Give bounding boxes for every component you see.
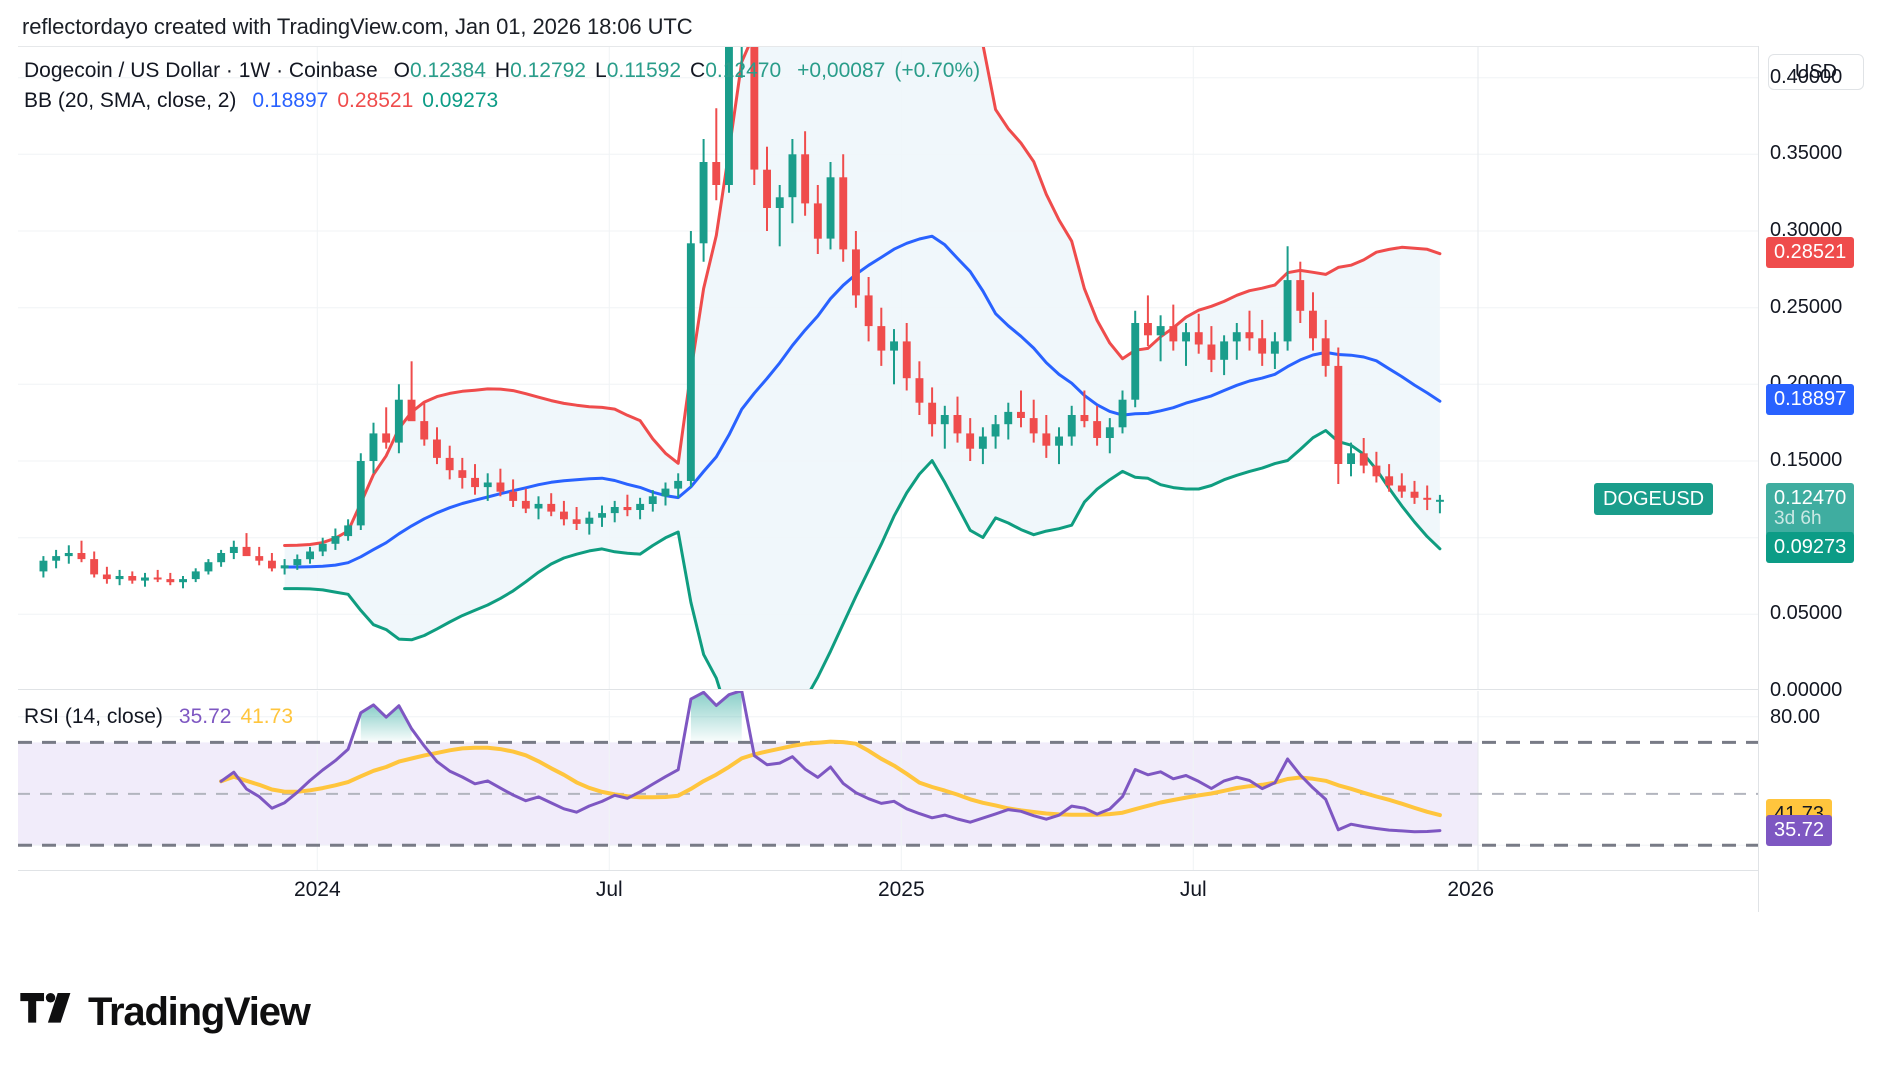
bb-lower-price-badge-value: 0.09273 <box>1774 535 1847 558</box>
time-label-2025: 2025 <box>877 878 925 901</box>
tradingview-wordmark: TradingView <box>88 990 311 1034</box>
bb-upper-price-badge[interactable]: 0.28521 <box>1766 236 1855 268</box>
rsi-pane[interactable] <box>18 691 1758 871</box>
currency-chip[interactable]: USD <box>1768 54 1864 90</box>
price-tick-0.35000: 0.35000 <box>1770 142 1843 165</box>
time-label-2024: 2024 <box>293 878 341 901</box>
attribution-text: reflectordayo created with TradingView.c… <box>22 14 693 39</box>
price-tick-0.40000: 0.40000 <box>1770 65 1843 88</box>
time-axis[interactable]: 2024 Jul 2025 Jul 2026 <box>18 872 1758 912</box>
price-tick-0.00000: 0.00000 <box>1770 679 1843 701</box>
last-price-badge-value: 0.12470 <box>1774 486 1847 509</box>
last-price-badge[interactable]: 0.12470 3d 6h <box>1766 482 1855 536</box>
price-tick-0.30000: 0.30000 <box>1770 219 1843 241</box>
rsi-plot <box>18 691 1758 870</box>
symbol-tag[interactable]: DOGEUSD <box>1594 482 1714 515</box>
time-label-2026: 2026 <box>1447 878 1495 901</box>
scale-separator <box>1758 46 1759 912</box>
price-tick-0.05000: 0.05000 <box>1770 602 1843 625</box>
bb-basis-price-badge-value: 0.18897 <box>1774 388 1847 411</box>
tradingview-logo-icon <box>20 992 71 1023</box>
price-tick-0.25000: 0.25000 <box>1770 295 1843 318</box>
bb-basis-price-badge[interactable]: 0.18897 <box>1766 384 1855 416</box>
footer-branding: TradingView <box>20 990 311 1035</box>
right-price-scale[interactable]: USD 0.400000.350000.300000.250000.200000… <box>1594 46 1878 912</box>
rsi-value-badge[interactable]: 35.72 <box>1766 814 1833 846</box>
bb-upper-price-badge-value: 0.28521 <box>1774 240 1847 263</box>
price-plot <box>18 47 1758 689</box>
price-pane[interactable] <box>18 46 1758 690</box>
price-tick-0.15000: 0.15000 <box>1770 449 1843 471</box>
rsi-tick-80.00: 80.00 <box>1770 705 1821 728</box>
chart-panes: 2024 Jul 2025 Jul 2026 <box>18 46 1759 912</box>
time-label-jul: Jul <box>595 878 623 901</box>
bb-lower-price-badge[interactable]: 0.09273 <box>1766 531 1855 563</box>
time-label-jul: Jul <box>1179 878 1207 901</box>
last-price-badge-countdown: 3d 6h <box>1774 507 1822 529</box>
